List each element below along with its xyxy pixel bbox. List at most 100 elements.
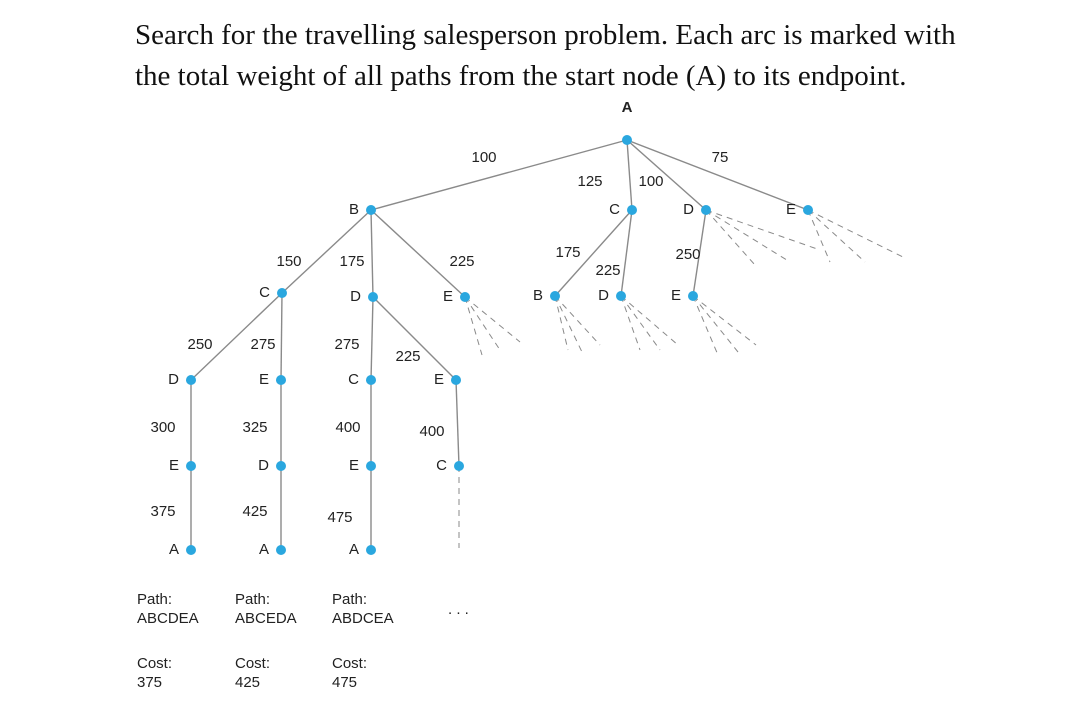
node — [627, 205, 637, 215]
edge-weight: 125 — [577, 173, 602, 190]
node — [622, 135, 632, 145]
edge-weight: 225 — [449, 253, 474, 270]
ellipsis: . . . — [448, 601, 469, 618]
node — [186, 545, 196, 555]
edge — [626, 139, 809, 211]
results: Path: ABCDEA Cost: 375 Path: ABCEDA Cost: 425 Pa… — [137, 591, 394, 691]
edge-weight: 75 — [712, 149, 729, 166]
edge-weight: 275 — [250, 336, 275, 353]
node-label: A — [622, 99, 633, 116]
node-label: C — [609, 201, 620, 218]
edge-weight: 300 — [150, 419, 175, 436]
edge-weight: 275 — [334, 336, 359, 353]
cost-value: 475 — [332, 674, 357, 691]
node — [550, 291, 560, 301]
node — [276, 461, 286, 471]
edge-weight: 400 — [419, 423, 444, 440]
edge — [455, 379, 460, 467]
edge — [620, 209, 633, 297]
node-label: E — [671, 287, 681, 304]
node — [276, 545, 286, 555]
node — [451, 375, 461, 385]
node-label: B — [349, 201, 359, 218]
edge-weight: 175 — [339, 253, 364, 270]
node-label: C — [348, 371, 359, 388]
node-label: A — [259, 541, 269, 558]
edge — [370, 296, 374, 381]
node-label: D — [598, 287, 609, 304]
caption-line: the total weight of all paths from the s… — [135, 60, 907, 92]
edges: 100 125 100 75 150 175 225 175 225 250 250 275 275 22… — [150, 139, 809, 550]
node-label: A — [169, 541, 179, 558]
node-label: D — [258, 457, 269, 474]
node — [366, 545, 376, 555]
node — [186, 375, 196, 385]
node-label: E — [169, 457, 179, 474]
node — [460, 292, 470, 302]
node-label: D — [683, 201, 694, 218]
node — [186, 461, 196, 471]
edge-weight: 475 — [327, 509, 352, 526]
node-label: A — [349, 541, 359, 558]
cost-label: Cost: — [137, 655, 172, 672]
edge-weight: 250 — [187, 336, 212, 353]
cost-value: 425 — [235, 674, 260, 691]
node-label: E — [443, 288, 453, 305]
path-value: ABCDEA — [137, 610, 199, 627]
edge — [281, 209, 372, 294]
edge-weight: 225 — [395, 348, 420, 365]
node — [366, 205, 376, 215]
node — [366, 461, 376, 471]
edge — [370, 209, 374, 298]
path-label: Path: — [235, 591, 270, 608]
edge — [370, 139, 628, 211]
node-label: E — [349, 457, 359, 474]
node — [276, 375, 286, 385]
node-label: C — [259, 284, 270, 301]
edge-weight: 100 — [471, 149, 496, 166]
dashed-continuations — [458, 209, 906, 548]
path-value: ABDCEA — [332, 610, 394, 627]
node-label: C — [436, 457, 447, 474]
edge-weight: 400 — [335, 419, 360, 436]
node-label: E — [786, 201, 796, 218]
nodes: A B C D E C D E B D E D E C E E D E C A A A — [168, 99, 813, 558]
edge — [190, 292, 283, 381]
edge — [372, 296, 457, 381]
node-label: E — [434, 371, 444, 388]
node — [366, 375, 376, 385]
edge — [626, 139, 707, 211]
cost-value: 375 — [137, 674, 162, 691]
node-label: E — [259, 371, 269, 388]
edge — [280, 292, 283, 381]
path-label: Path: — [137, 591, 172, 608]
edge-weight: 175 — [555, 244, 580, 261]
edge-weight: 425 — [242, 503, 267, 520]
node — [688, 291, 698, 301]
edge — [370, 209, 466, 298]
path-label: Path: — [332, 591, 367, 608]
node — [616, 291, 626, 301]
path-value: ABCEDA — [235, 610, 297, 627]
node-label: D — [350, 288, 361, 305]
node — [701, 205, 711, 215]
edge-weight: 150 — [276, 253, 301, 270]
node-label: B — [533, 287, 543, 304]
node — [277, 288, 287, 298]
node-label: D — [168, 371, 179, 388]
node — [803, 205, 813, 215]
cost-label: Cost: — [235, 655, 270, 672]
edge-weight: 100 — [638, 173, 663, 190]
node — [454, 461, 464, 471]
node — [368, 292, 378, 302]
edge-weight: 250 — [675, 246, 700, 263]
cost-label: Cost: — [332, 655, 367, 672]
edge-weight: 325 — [242, 419, 267, 436]
edge — [554, 209, 633, 297]
edge — [692, 209, 707, 297]
caption-line: Search for the travelling salesperson pr… — [135, 19, 956, 51]
edge-weight: 225 — [595, 262, 620, 279]
edge — [626, 139, 633, 211]
edge-weight: 375 — [150, 503, 175, 520]
